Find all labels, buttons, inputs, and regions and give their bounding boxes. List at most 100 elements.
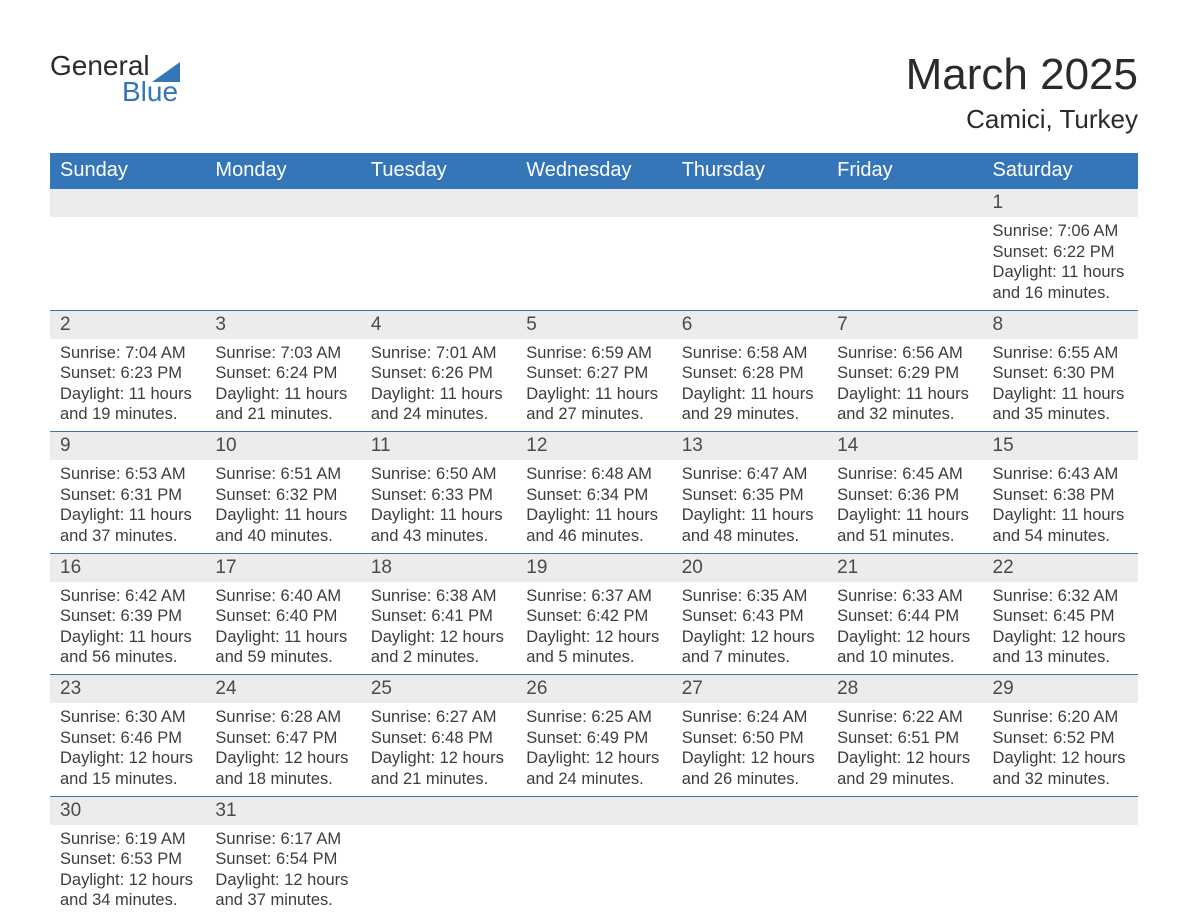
- sunrise-text: Sunrise: 6:28 AM: [215, 707, 350, 728]
- calendar-day-cell: 9Sunrise: 6:53 AMSunset: 6:31 PMDaylight…: [50, 432, 205, 554]
- sunset-text: Sunset: 6:23 PM: [60, 363, 195, 384]
- daylight-text: Daylight: 11 hours and 27 minutes.: [526, 384, 661, 425]
- daylight-text: Daylight: 11 hours and 59 minutes.: [215, 627, 350, 668]
- calendar-day-cell: [516, 796, 671, 917]
- day-number: 2: [50, 311, 205, 339]
- daylight-text: Daylight: 12 hours and 10 minutes.: [837, 627, 972, 668]
- weekday-header: Tuesday: [361, 153, 516, 189]
- day-number: 18: [361, 554, 516, 582]
- daylight-text: Daylight: 11 hours and 43 minutes.: [371, 505, 506, 546]
- day-content: [361, 217, 516, 287]
- daylight-text: Daylight: 11 hours and 21 minutes.: [215, 384, 350, 425]
- daylight-text: Daylight: 11 hours and 24 minutes.: [371, 384, 506, 425]
- day-number: 8: [983, 311, 1138, 339]
- sunset-text: Sunset: 6:30 PM: [993, 363, 1128, 384]
- sunset-text: Sunset: 6:52 PM: [993, 728, 1128, 749]
- calendar-day-cell: 6Sunrise: 6:58 AMSunset: 6:28 PMDaylight…: [672, 310, 827, 432]
- title-block: March 2025 Camici, Turkey: [906, 50, 1138, 135]
- daylight-text: Daylight: 11 hours and 32 minutes.: [837, 384, 972, 425]
- day-number: 14: [827, 432, 982, 460]
- calendar-day-cell: 30Sunrise: 6:19 AMSunset: 6:53 PMDayligh…: [50, 796, 205, 917]
- sunrise-text: Sunrise: 7:01 AM: [371, 343, 506, 364]
- sunset-text: Sunset: 6:46 PM: [60, 728, 195, 749]
- day-content: Sunrise: 6:19 AMSunset: 6:53 PMDaylight:…: [50, 825, 205, 918]
- header: General Blue March 2025 Camici, Turkey: [50, 50, 1138, 135]
- calendar-day-cell: [361, 796, 516, 917]
- sunrise-text: Sunrise: 6:47 AM: [682, 464, 817, 485]
- day-number: 4: [361, 311, 516, 339]
- calendar-week-row: 1Sunrise: 7:06 AMSunset: 6:22 PMDaylight…: [50, 189, 1138, 311]
- day-number: [205, 189, 360, 217]
- daylight-text: Daylight: 11 hours and 54 minutes.: [993, 505, 1128, 546]
- sunset-text: Sunset: 6:22 PM: [993, 242, 1128, 263]
- daylight-text: Daylight: 12 hours and 32 minutes.: [993, 748, 1128, 789]
- logo: General Blue: [50, 50, 180, 108]
- sunrise-text: Sunrise: 6:24 AM: [682, 707, 817, 728]
- day-content: Sunrise: 6:58 AMSunset: 6:28 PMDaylight:…: [672, 339, 827, 432]
- sunrise-text: Sunrise: 6:53 AM: [60, 464, 195, 485]
- sunrise-text: Sunrise: 6:33 AM: [837, 586, 972, 607]
- calendar-day-cell: 31Sunrise: 6:17 AMSunset: 6:54 PMDayligh…: [205, 796, 360, 917]
- sunrise-text: Sunrise: 6:40 AM: [215, 586, 350, 607]
- calendar-day-cell: [516, 189, 671, 311]
- sunrise-text: Sunrise: 6:32 AM: [993, 586, 1128, 607]
- sunrise-text: Sunrise: 6:22 AM: [837, 707, 972, 728]
- calendar-day-cell: 17Sunrise: 6:40 AMSunset: 6:40 PMDayligh…: [205, 553, 360, 675]
- calendar-day-cell: 14Sunrise: 6:45 AMSunset: 6:36 PMDayligh…: [827, 432, 982, 554]
- sunset-text: Sunset: 6:38 PM: [993, 485, 1128, 506]
- calendar-day-cell: 10Sunrise: 6:51 AMSunset: 6:32 PMDayligh…: [205, 432, 360, 554]
- daylight-text: Daylight: 12 hours and 37 minutes.: [215, 870, 350, 911]
- calendar-day-cell: 21Sunrise: 6:33 AMSunset: 6:44 PMDayligh…: [827, 553, 982, 675]
- day-content: Sunrise: 7:01 AMSunset: 6:26 PMDaylight:…: [361, 339, 516, 432]
- calendar-week-row: 16Sunrise: 6:42 AMSunset: 6:39 PMDayligh…: [50, 553, 1138, 675]
- sunrise-text: Sunrise: 6:25 AM: [526, 707, 661, 728]
- sunrise-text: Sunrise: 6:55 AM: [993, 343, 1128, 364]
- sunset-text: Sunset: 6:28 PM: [682, 363, 817, 384]
- calendar-table: SundayMondayTuesdayWednesdayThursdayFrid…: [50, 153, 1138, 917]
- sunrise-text: Sunrise: 6:48 AM: [526, 464, 661, 485]
- day-number: 13: [672, 432, 827, 460]
- calendar-week-row: 23Sunrise: 6:30 AMSunset: 6:46 PMDayligh…: [50, 675, 1138, 797]
- daylight-text: Daylight: 12 hours and 13 minutes.: [993, 627, 1128, 668]
- day-content: [516, 825, 671, 895]
- day-content: Sunrise: 6:25 AMSunset: 6:49 PMDaylight:…: [516, 703, 671, 796]
- day-number: [672, 189, 827, 217]
- calendar-day-cell: 19Sunrise: 6:37 AMSunset: 6:42 PMDayligh…: [516, 553, 671, 675]
- calendar-day-cell: 26Sunrise: 6:25 AMSunset: 6:49 PMDayligh…: [516, 675, 671, 797]
- sunset-text: Sunset: 6:53 PM: [60, 849, 195, 870]
- day-number: 22: [983, 554, 1138, 582]
- day-content: [50, 217, 205, 287]
- daylight-text: Daylight: 12 hours and 24 minutes.: [526, 748, 661, 789]
- calendar-day-cell: 29Sunrise: 6:20 AMSunset: 6:52 PMDayligh…: [983, 675, 1138, 797]
- day-number: [672, 797, 827, 825]
- daylight-text: Daylight: 11 hours and 16 minutes.: [993, 262, 1128, 303]
- sunset-text: Sunset: 6:33 PM: [371, 485, 506, 506]
- sunrise-text: Sunrise: 6:42 AM: [60, 586, 195, 607]
- sunset-text: Sunset: 6:40 PM: [215, 606, 350, 627]
- logo-text-blue: Blue: [122, 76, 178, 108]
- day-content: Sunrise: 6:40 AMSunset: 6:40 PMDaylight:…: [205, 582, 360, 675]
- sunset-text: Sunset: 6:43 PM: [682, 606, 817, 627]
- day-content: Sunrise: 6:37 AMSunset: 6:42 PMDaylight:…: [516, 582, 671, 675]
- calendar-day-cell: 18Sunrise: 6:38 AMSunset: 6:41 PMDayligh…: [361, 553, 516, 675]
- sunset-text: Sunset: 6:44 PM: [837, 606, 972, 627]
- calendar-day-cell: 13Sunrise: 6:47 AMSunset: 6:35 PMDayligh…: [672, 432, 827, 554]
- sunset-text: Sunset: 6:36 PM: [837, 485, 972, 506]
- sunset-text: Sunset: 6:27 PM: [526, 363, 661, 384]
- month-title: March 2025: [906, 50, 1138, 100]
- sunrise-text: Sunrise: 6:17 AM: [215, 829, 350, 850]
- calendar-day-cell: [672, 796, 827, 917]
- day-content: Sunrise: 6:59 AMSunset: 6:27 PMDaylight:…: [516, 339, 671, 432]
- day-number: [50, 189, 205, 217]
- day-number: [827, 797, 982, 825]
- day-number: 3: [205, 311, 360, 339]
- sunrise-text: Sunrise: 6:51 AM: [215, 464, 350, 485]
- day-content: [672, 825, 827, 895]
- daylight-text: Daylight: 11 hours and 29 minutes.: [682, 384, 817, 425]
- calendar-thead: SundayMondayTuesdayWednesdayThursdayFrid…: [50, 153, 1138, 189]
- sunset-text: Sunset: 6:45 PM: [993, 606, 1128, 627]
- sunset-text: Sunset: 6:54 PM: [215, 849, 350, 870]
- day-number: 7: [827, 311, 982, 339]
- day-content: Sunrise: 6:28 AMSunset: 6:47 PMDaylight:…: [205, 703, 360, 796]
- day-content: Sunrise: 6:22 AMSunset: 6:51 PMDaylight:…: [827, 703, 982, 796]
